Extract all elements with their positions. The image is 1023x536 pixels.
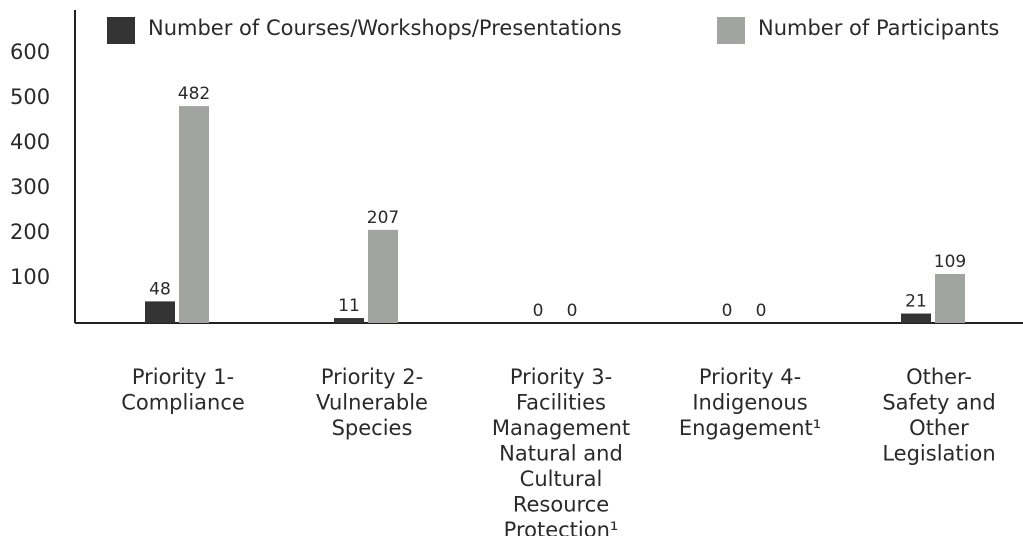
bar: [145, 301, 175, 323]
value-label: 0: [533, 301, 544, 321]
legend-swatch: [107, 17, 135, 44]
bar: [368, 229, 398, 323]
x-tick-label: Priority 1-Compliance: [121, 365, 245, 415]
x-tick-label: Priority 2-Vulnerable Species: [316, 365, 428, 440]
value-label: 482: [178, 84, 210, 104]
x-tick-label: Other-Safety and Other Legislation: [882, 365, 995, 466]
y-tick-label: 300: [10, 175, 50, 199]
y-tick-label: 500: [10, 85, 50, 109]
legend-label: Number of Courses/Workshops/Presentation…: [148, 16, 622, 40]
bar: [334, 318, 364, 323]
y-tick-label: 600: [10, 40, 50, 64]
bar: [901, 313, 931, 323]
value-label: 21: [905, 292, 927, 312]
value-label: 0: [722, 301, 733, 321]
y-tick-label: 400: [10, 130, 50, 154]
value-label: 0: [567, 301, 578, 321]
value-label: 11: [338, 296, 360, 316]
value-label: 0: [756, 301, 767, 321]
bar: [179, 106, 209, 323]
value-label: 207: [367, 208, 399, 228]
bar: [935, 273, 965, 323]
legend-label: Number of Participants: [758, 16, 999, 40]
legend-swatch: [717, 17, 745, 44]
value-label: 109: [934, 252, 966, 272]
value-label: 48: [149, 279, 171, 299]
x-tick-label: Priority 3-Facilities Management Natural a…: [492, 365, 630, 536]
y-tick-label: 200: [10, 220, 50, 244]
x-tick-label: Priority 4-Indigenous Engagement¹: [679, 365, 821, 440]
y-tick-label: 100: [10, 265, 50, 289]
